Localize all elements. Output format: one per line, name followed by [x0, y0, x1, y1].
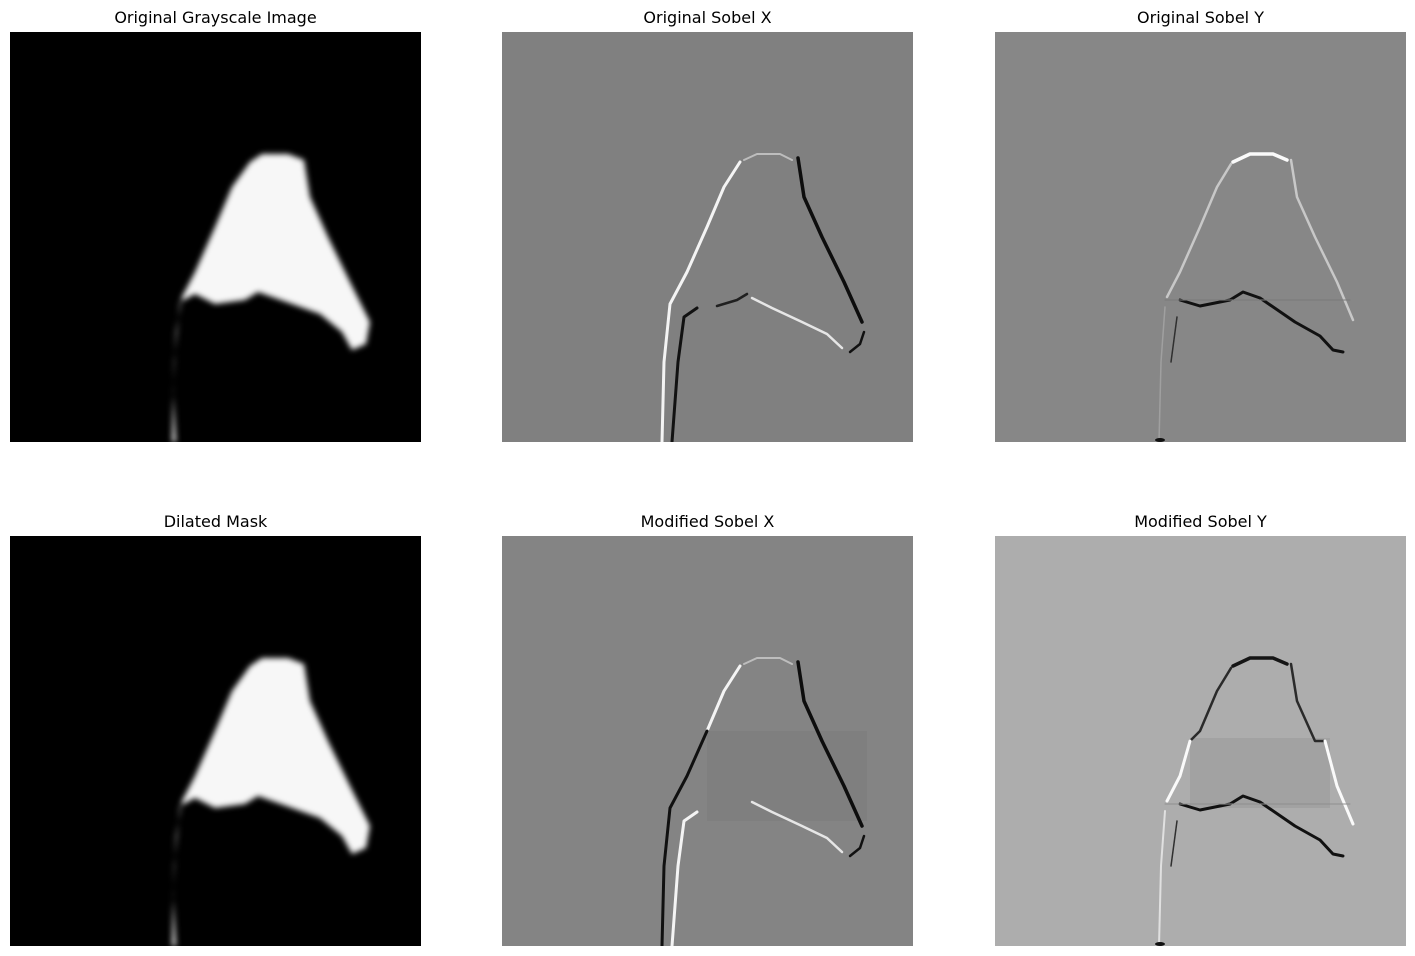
edge-mid-left-dark — [660, 729, 709, 946]
edge-lower-right-bright — [1323, 739, 1355, 826]
panel-title: Modified Sobel Y — [1134, 512, 1267, 531]
edge-stem — [1158, 810, 1166, 946]
stem-base-dark — [1155, 438, 1165, 442]
panel-title: Original Sobel X — [643, 8, 772, 27]
edge-top-dark — [1231, 656, 1289, 668]
edge-top-bright — [1231, 152, 1289, 164]
edge-right-dark — [796, 156, 864, 324]
edge-tip — [848, 330, 866, 354]
edge-lower-left-bright — [1165, 739, 1192, 803]
edge-notch — [750, 296, 844, 350]
original-grayscale-image — [10, 32, 421, 442]
modified-sobel-y-image — [995, 536, 1406, 946]
shape-silhouette — [172, 154, 370, 442]
stem-base-dark — [1155, 942, 1165, 946]
edge-notch-dark — [1178, 290, 1345, 354]
edge-right-bright — [1289, 158, 1355, 322]
panel-title: Original Grayscale Image — [114, 8, 317, 27]
modified-sobel-x-image — [502, 536, 913, 946]
edge-right-dark — [796, 660, 864, 828]
edge-upper-left-bright — [705, 664, 742, 733]
panel-title: Original Sobel Y — [1137, 8, 1264, 27]
shape-silhouette — [172, 658, 370, 946]
edge-stem — [1158, 306, 1166, 442]
panel-background — [995, 32, 1406, 442]
edge-left-bright — [1165, 162, 1233, 299]
panel-background — [502, 32, 913, 442]
edge-left-dark — [670, 306, 699, 442]
region-shade — [1190, 738, 1330, 808]
edge-notch-dark — [715, 292, 749, 308]
dilated-mask-image — [10, 536, 421, 946]
edge-notch — [750, 800, 844, 854]
panel-title: Dilated Mask — [163, 512, 268, 531]
edge-upper-left-dark — [1188, 666, 1233, 743]
edge-top — [743, 153, 793, 161]
edge-stem-bright — [670, 810, 699, 946]
edge-top — [743, 657, 793, 665]
edge-stem-dark — [1170, 820, 1178, 867]
original-sobel-x-image — [502, 32, 913, 442]
edge-upper-right-dark — [1289, 662, 1327, 743]
original-sobel-y-image — [995, 32, 1406, 442]
edge-tip — [848, 834, 866, 858]
edge-notch-dark — [1178, 794, 1345, 858]
panel-title: Modified Sobel X — [640, 512, 775, 531]
edge-left-bright — [660, 160, 742, 442]
edge-stem-dark — [1170, 316, 1178, 363]
region-shade — [707, 731, 867, 821]
